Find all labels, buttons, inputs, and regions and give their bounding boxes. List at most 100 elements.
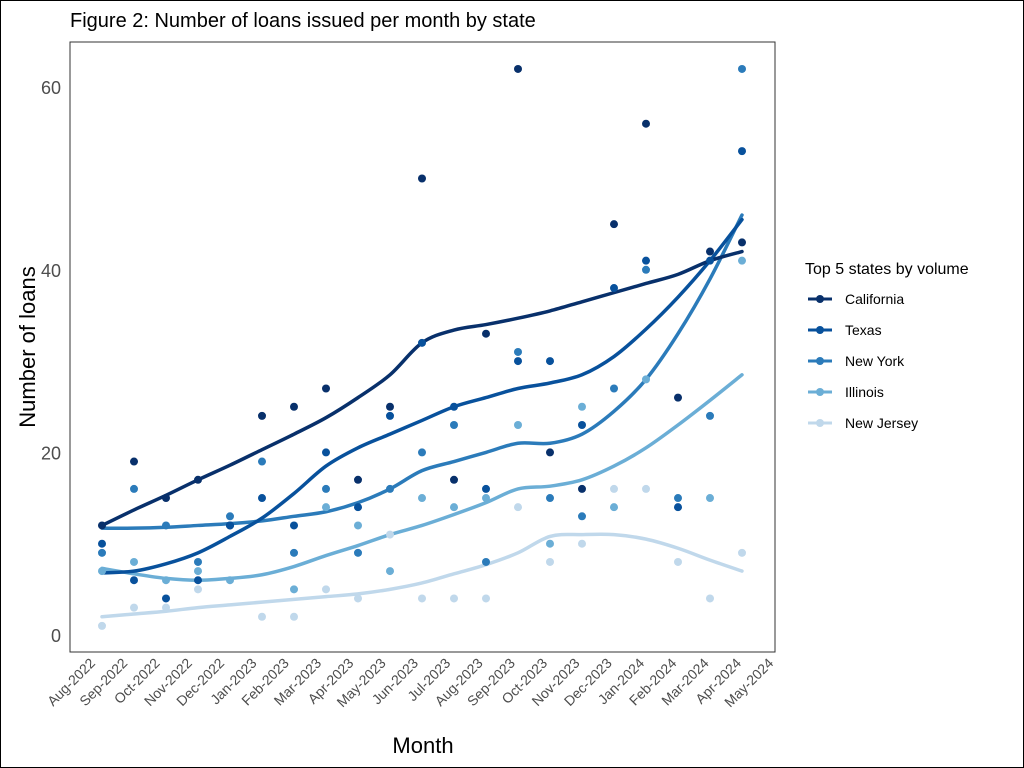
legend-dot	[816, 295, 824, 303]
legend-label: California	[845, 291, 904, 307]
smooth-line-illinois	[100, 373, 744, 582]
data-point-new-york	[162, 521, 170, 530]
data-point-illinois	[418, 494, 426, 503]
y-tick-label: 40	[41, 261, 61, 281]
data-point-illinois	[610, 503, 618, 512]
data-point-california	[386, 402, 394, 411]
data-point-new-york	[322, 484, 330, 493]
y-tick-label: 60	[41, 78, 61, 98]
smooth-line-california	[100, 249, 744, 528]
data-point-texas	[706, 256, 714, 265]
smooth-line-texas	[100, 217, 744, 575]
data-point-california	[98, 521, 106, 530]
data-point-illinois	[514, 421, 522, 430]
data-point-new-york	[130, 484, 138, 493]
data-point-california	[450, 475, 458, 484]
data-point-texas	[514, 357, 522, 366]
data-point-illinois	[354, 521, 362, 530]
legend-dot	[816, 326, 824, 334]
data-point-illinois	[98, 567, 106, 576]
legend-dot	[816, 357, 824, 365]
data-point-illinois	[578, 402, 586, 411]
data-point-california	[514, 64, 522, 73]
data-point-new-jersey	[514, 503, 522, 512]
data-point-new-york	[610, 384, 618, 393]
smooth-line-new-jersey	[100, 532, 744, 619]
data-point-illinois	[738, 256, 746, 265]
legend-title: Top 5 states by volume	[805, 261, 969, 278]
data-point-texas	[194, 576, 202, 585]
data-point-illinois	[130, 557, 138, 566]
data-point-california	[354, 475, 362, 484]
data-point-new-york	[354, 548, 362, 557]
data-point-new-jersey	[162, 603, 170, 612]
data-point-new-york	[738, 64, 746, 73]
plot-panel	[69, 41, 776, 653]
data-point-california	[162, 494, 170, 503]
data-point-texas	[354, 503, 362, 512]
data-point-new-jersey	[482, 594, 490, 603]
data-point-new-jersey	[418, 594, 426, 603]
chart-title: Figure 2: Number of loans issued per mon…	[70, 10, 536, 32]
data-point-texas	[98, 539, 106, 548]
data-point-texas	[578, 421, 586, 430]
legend-label: New York	[845, 353, 905, 369]
data-point-illinois	[194, 567, 202, 576]
data-point-new-york	[258, 457, 266, 466]
data-point-illinois	[162, 576, 170, 585]
data-point-california	[610, 220, 618, 229]
data-point-new-jersey	[642, 484, 650, 493]
data-point-illinois	[386, 567, 394, 576]
y-tick-label: 20	[41, 443, 61, 463]
data-point-new-york	[450, 421, 458, 430]
data-point-texas	[418, 338, 426, 347]
data-point-new-york	[578, 512, 586, 521]
data-point-new-jersey	[706, 594, 714, 603]
data-point-illinois	[706, 494, 714, 503]
data-point-new-jersey	[98, 621, 106, 630]
data-point-texas	[258, 494, 266, 503]
data-point-new-jersey	[354, 594, 362, 603]
data-point-new-jersey	[290, 612, 298, 621]
data-point-new-jersey	[546, 557, 554, 566]
data-point-texas	[610, 284, 618, 293]
legend-label: Texas	[845, 322, 882, 338]
data-point-texas	[322, 448, 330, 457]
data-point-new-jersey	[610, 484, 618, 493]
data-point-new-jersey	[386, 530, 394, 539]
data-point-new-york	[418, 448, 426, 457]
data-point-new-york	[674, 494, 682, 503]
data-point-texas	[450, 402, 458, 411]
data-point-texas	[130, 576, 138, 585]
data-point-california	[322, 384, 330, 393]
data-point-illinois	[322, 503, 330, 512]
data-point-illinois	[546, 539, 554, 548]
x-axis-label: Month	[392, 733, 453, 758]
data-point-new-jersey	[450, 594, 458, 603]
data-point-california	[642, 119, 650, 128]
data-point-illinois	[290, 585, 298, 594]
data-point-new-jersey	[738, 548, 746, 557]
data-point-texas	[162, 594, 170, 603]
data-point-california	[482, 329, 490, 338]
data-point-texas	[226, 521, 234, 530]
data-point-new-york	[290, 548, 298, 557]
data-point-texas	[290, 521, 298, 530]
data-point-new-jersey	[258, 612, 266, 621]
data-point-new-york	[482, 557, 490, 566]
data-point-new-york	[706, 411, 714, 420]
data-point-new-jersey	[578, 539, 586, 548]
smooth-line-new-york	[100, 213, 744, 530]
data-point-illinois	[226, 576, 234, 585]
data-point-texas	[642, 256, 650, 265]
data-point-california	[674, 393, 682, 402]
data-point-texas	[546, 357, 554, 366]
data-point-new-york	[386, 484, 394, 493]
data-point-california	[258, 411, 266, 420]
data-point-new-york	[514, 347, 522, 356]
data-point-new-york	[546, 494, 554, 503]
data-point-new-york	[98, 548, 106, 557]
legend-label: New Jersey	[845, 415, 918, 431]
data-point-new-jersey	[194, 585, 202, 594]
